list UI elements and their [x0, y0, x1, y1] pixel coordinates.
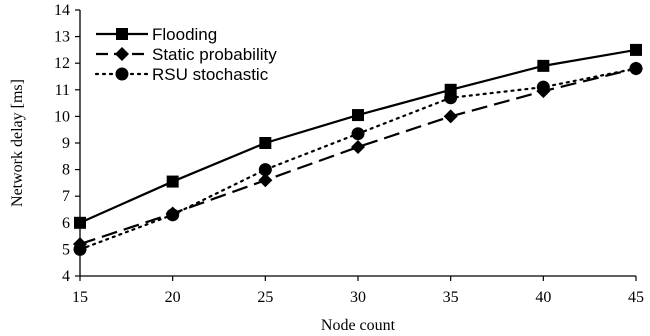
data-point: [351, 127, 365, 141]
y-tick-label: 5: [62, 241, 70, 258]
x-tick-label: 15: [72, 289, 88, 306]
y-axis-label: Network delay [ms]: [9, 79, 26, 207]
x-tick-label: 40: [535, 289, 551, 306]
data-point: [258, 163, 272, 177]
series-line: [78, 67, 638, 251]
y-tick-label: 10: [54, 108, 70, 125]
x-axis-label: Node count: [321, 317, 396, 334]
x-tick-label: 45: [628, 289, 644, 306]
series-rsu-stochastic: [73, 62, 643, 256]
data-point: [74, 216, 86, 229]
legend-marker: [115, 67, 129, 81]
legend-entry: Static probability: [96, 45, 277, 64]
y-tick-label: 6: [62, 215, 70, 232]
series-line: [79, 67, 637, 246]
legend-marker: [115, 47, 129, 61]
y-tick-label: 13: [54, 29, 70, 46]
legend-label: RSU stochastic: [152, 65, 269, 84]
y-tick-label: 4: [62, 268, 70, 285]
x-tick-label: 35: [443, 289, 459, 306]
y-ticks: 4 5 6 7 8 9 10 11 12 13 14: [54, 2, 80, 285]
y-tick-label: 9: [62, 135, 70, 152]
data-point: [630, 43, 642, 56]
legend-marker: [116, 28, 128, 40]
data-point: [443, 109, 458, 124]
data-point: [537, 59, 550, 72]
y-tick-label: 11: [55, 82, 70, 99]
legend-entry: Flooding: [96, 25, 217, 44]
series-static-probability: [73, 61, 643, 252]
legend-label: Flooding: [152, 25, 217, 44]
x-tick-label: 20: [165, 289, 181, 306]
legend-label: Static probability: [152, 45, 277, 64]
x-tick-label: 30: [350, 289, 366, 306]
x-tick-label: 25: [257, 289, 273, 306]
data-point: [351, 139, 365, 154]
series-flooding: [74, 43, 642, 229]
y-tick-label: 8: [62, 162, 70, 179]
x-ticks: 15 20 25 30 35 40 45: [72, 276, 644, 306]
data-point: [259, 137, 272, 149]
y-tick-label: 12: [54, 55, 70, 72]
data-point: [629, 62, 643, 76]
data-point: [166, 175, 179, 188]
data-point: [352, 109, 364, 122]
y-tick-label: 14: [54, 2, 70, 19]
data-point: [444, 91, 458, 105]
data-point: [166, 208, 180, 222]
data-point: [536, 80, 550, 94]
data-point: [73, 242, 87, 256]
series-group: [73, 43, 643, 256]
legend-entry: RSU stochastic: [94, 65, 269, 84]
y-tick-label: 7: [62, 188, 70, 205]
data-point: [258, 173, 273, 188]
